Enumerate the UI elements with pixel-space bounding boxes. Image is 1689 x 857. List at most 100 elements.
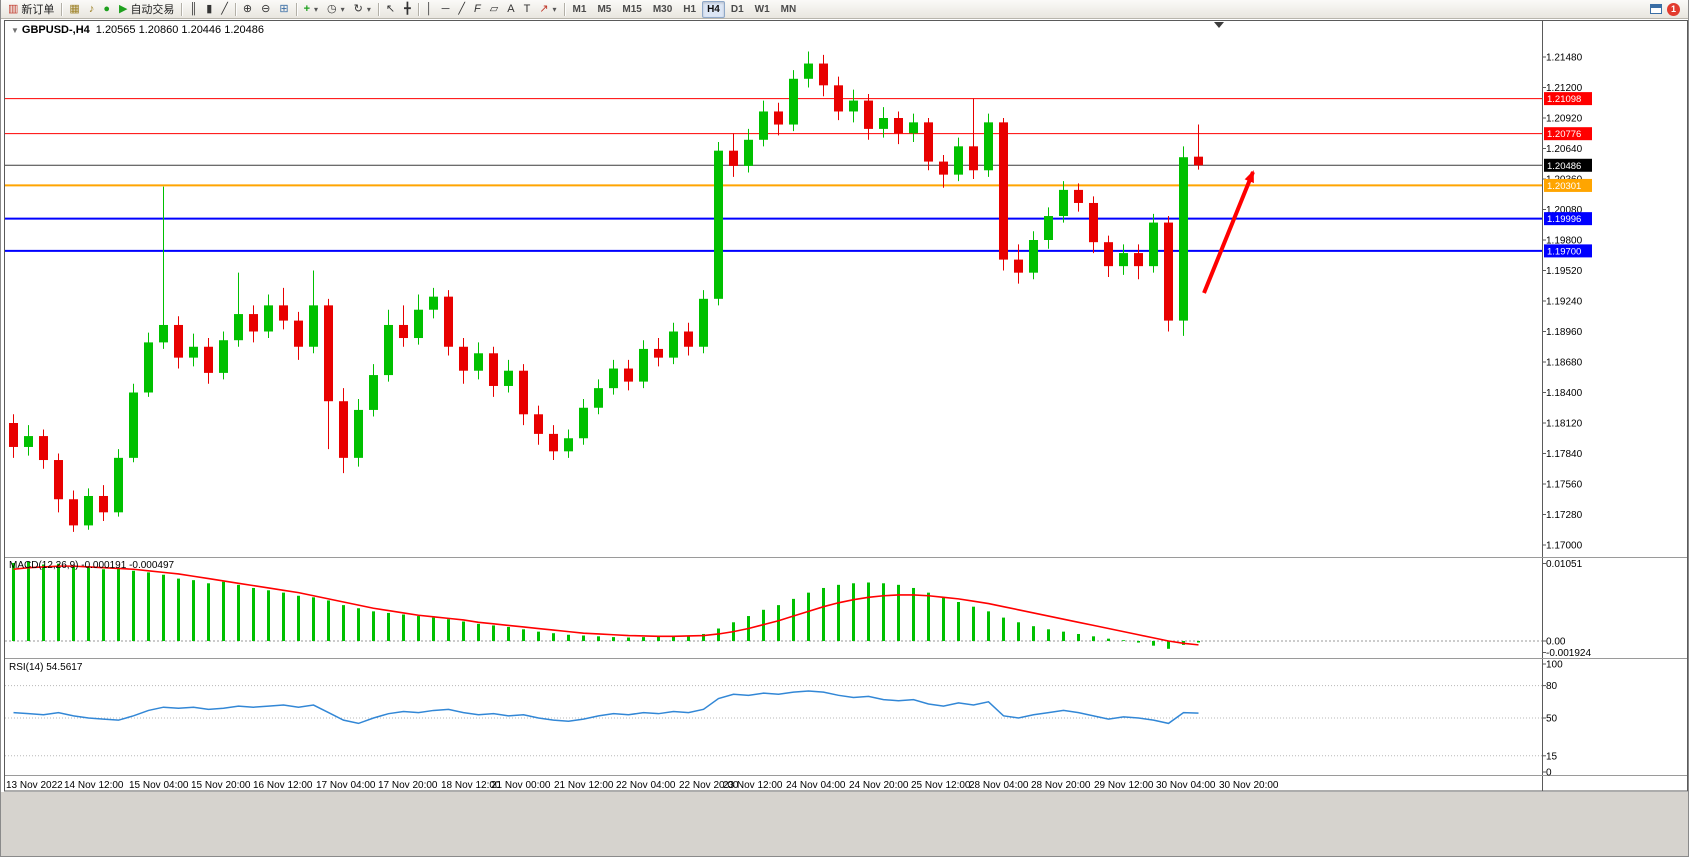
svg-text:13 Nov 2022: 13 Nov 2022 <box>6 780 63 791</box>
svg-text:50: 50 <box>1546 714 1558 725</box>
chart-frame <box>4 20 1688 792</box>
auto-trading-play-icon: ▶ <box>118 2 128 15</box>
svg-text:1.17840: 1.17840 <box>1546 449 1583 460</box>
timeframe-button-d1[interactable]: D1 <box>730 3 744 15</box>
notifications-window-icon[interactable] <box>1650 4 1662 14</box>
chevron-down-icon: ▾ <box>340 4 345 14</box>
svg-text:1.19800: 1.19800 <box>1546 236 1583 247</box>
svg-text:30 Nov 20:00: 30 Nov 20:00 <box>1219 780 1279 791</box>
zoom-out-icon: ⊖ <box>261 2 271 15</box>
tile-windows-icon: ⊞ <box>279 2 289 15</box>
text-icon: A <box>507 2 515 15</box>
svg-text:25 Nov 12:00: 25 Nov 12:00 <box>911 780 971 791</box>
svg-text:22 Nov 20:00: 22 Nov 20:00 <box>679 780 739 791</box>
svg-text:1.20640: 1.20640 <box>1546 144 1583 155</box>
trend-arrow <box>1202 170 1255 294</box>
vertical-line-button[interactable]: │ <box>422 1 437 18</box>
indicators-button[interactable]: + ▾ <box>300 1 322 18</box>
price-tag <box>1544 178 1592 192</box>
zoom-out-button[interactable]: ⊖ <box>257 1 274 18</box>
arrows-button[interactable]: ↗ ▾ <box>535 1 560 18</box>
svg-text:1.19240: 1.19240 <box>1546 297 1583 308</box>
bar-chart-button[interactable]: ║ <box>185 1 201 18</box>
shapes-icon: ▱ <box>489 2 499 15</box>
svg-text:1.20920: 1.20920 <box>1546 114 1583 125</box>
zoom-in-button[interactable]: ⊕ <box>239 1 256 18</box>
indicators-icon: + <box>303 2 311 15</box>
svg-text:21 Nov 00:00: 21 Nov 00:00 <box>491 780 551 791</box>
svg-text:0.01051: 0.01051 <box>1546 559 1583 570</box>
svg-text:17 Nov 04:00: 17 Nov 04:00 <box>316 780 376 791</box>
timeframe-button-m1[interactable]: M1 <box>572 3 587 15</box>
timeframe-button-m5[interactable]: M5 <box>597 3 612 15</box>
crosshair-icon: ╋ <box>404 2 411 15</box>
price-tag <box>1544 244 1592 258</box>
svg-text:21 Nov 12:00: 21 Nov 12:00 <box>554 780 614 791</box>
candles <box>9 51 1203 532</box>
time-axis: 13 Nov 2022 14 Nov 12:00 15 Nov 04:00 15 No… <box>6 780 1279 791</box>
toolbar-right-cluster: 1 <box>1650 2 1685 16</box>
toolbar-separator <box>417 2 419 16</box>
fibonacci-button[interactable]: F <box>470 1 485 18</box>
svg-text:0: 0 <box>1546 768 1552 779</box>
svg-text:15: 15 <box>1546 751 1558 762</box>
trendline-button[interactable]: ╱ <box>454 1 469 18</box>
candlestick-chart-icon: ▮ <box>206 2 213 15</box>
svg-text:1.19996: 1.19996 <box>1547 214 1581 225</box>
chevron-down-icon: ▾ <box>552 4 557 14</box>
tile-windows-button[interactable]: ⊞ <box>275 1 292 18</box>
svg-text:24 Nov 20:00: 24 Nov 20:00 <box>849 780 909 791</box>
trendline-icon: ╱ <box>458 2 466 15</box>
svg-text:1.19700: 1.19700 <box>1547 246 1581 257</box>
crosshair-button[interactable]: ╋ <box>400 1 415 18</box>
cursor-button[interactable]: ↖ <box>382 1 399 18</box>
line-chart-icon: ╱ <box>221 2 228 15</box>
timeframe-button-h1[interactable]: H1 <box>683 3 697 15</box>
line-chart-button[interactable]: ╱ <box>217 1 232 18</box>
svg-text:1.20776: 1.20776 <box>1547 129 1581 140</box>
timeframe-button-m30[interactable]: M30 <box>652 3 673 15</box>
timeframe-button-m15[interactable]: M15 <box>622 3 642 15</box>
main-toolbar: ▥ 新订单 ▦ ♪ ● ▶ 自动交易 ║ ▮ ╱ ⊕ ⊖ ⊞ + ▾ ◷ ▾ ↻… <box>1 0 1688 19</box>
timeframe-button-w1[interactable]: W1 <box>754 3 770 15</box>
timeframe-button-h4[interactable]: H4 <box>702 0 725 18</box>
zoom-in-icon: ⊕ <box>242 2 253 15</box>
text-button[interactable]: A <box>503 1 518 18</box>
svg-text:1.17560: 1.17560 <box>1546 480 1583 491</box>
fibonacci-icon: F <box>474 2 481 15</box>
alerts-button[interactable]: ♪ <box>85 1 99 18</box>
candlestick-chart-button[interactable]: ▮ <box>202 1 216 18</box>
price-tag <box>1544 212 1592 226</box>
community-button[interactable]: ● <box>99 1 114 18</box>
svg-text:-0.001924: -0.001924 <box>1546 648 1591 659</box>
svg-text:17 Nov 20:00: 17 Nov 20:00 <box>378 780 438 791</box>
window-footer <box>1 792 1688 856</box>
toolbar-separator <box>181 2 183 16</box>
svg-text:1.20080: 1.20080 <box>1546 205 1583 216</box>
svg-text:1.18120: 1.18120 <box>1546 419 1583 430</box>
horizontal-line-button[interactable]: ─ <box>438 1 454 18</box>
timeframe-button-mn[interactable]: MN <box>780 3 797 15</box>
svg-text:15 Nov 20:00: 15 Nov 20:00 <box>191 780 251 791</box>
cursor-icon: ↖ <box>385 2 396 15</box>
auto-trading-button[interactable]: ▶ 自动交易 <box>115 1 178 18</box>
shapes-button[interactable]: ▱ <box>486 1 502 18</box>
svg-text:15 Nov 04:00: 15 Nov 04:00 <box>129 780 189 791</box>
svg-text:22 Nov 04:00: 22 Nov 04:00 <box>616 780 676 791</box>
new-order-button[interactable]: ▥ 新订单 <box>4 1 58 18</box>
svg-text:1.21200: 1.21200 <box>1546 83 1583 94</box>
alert-count-badge[interactable]: 1 <box>1667 2 1680 16</box>
templates-button[interactable]: ↻ ▾ <box>350 1 375 18</box>
price-tag <box>1544 127 1592 141</box>
arrow-tool-icon: ↗ <box>539 2 549 15</box>
price-tag <box>1544 158 1592 172</box>
bar-chart-icon: ║ <box>189 2 198 15</box>
svg-text:28 Nov 04:00: 28 Nov 04:00 <box>969 780 1029 791</box>
text-label-button[interactable]: T <box>520 1 535 18</box>
profiles-icon: ▦ <box>69 2 80 15</box>
periods-button[interactable]: ◷ ▾ <box>323 1 349 18</box>
profiles-button[interactable]: ▦ <box>65 1 83 18</box>
price-axis: 1.214801.212001.209201.206401.203601.200… <box>1542 53 1592 552</box>
toolbar-separator <box>61 2 63 16</box>
